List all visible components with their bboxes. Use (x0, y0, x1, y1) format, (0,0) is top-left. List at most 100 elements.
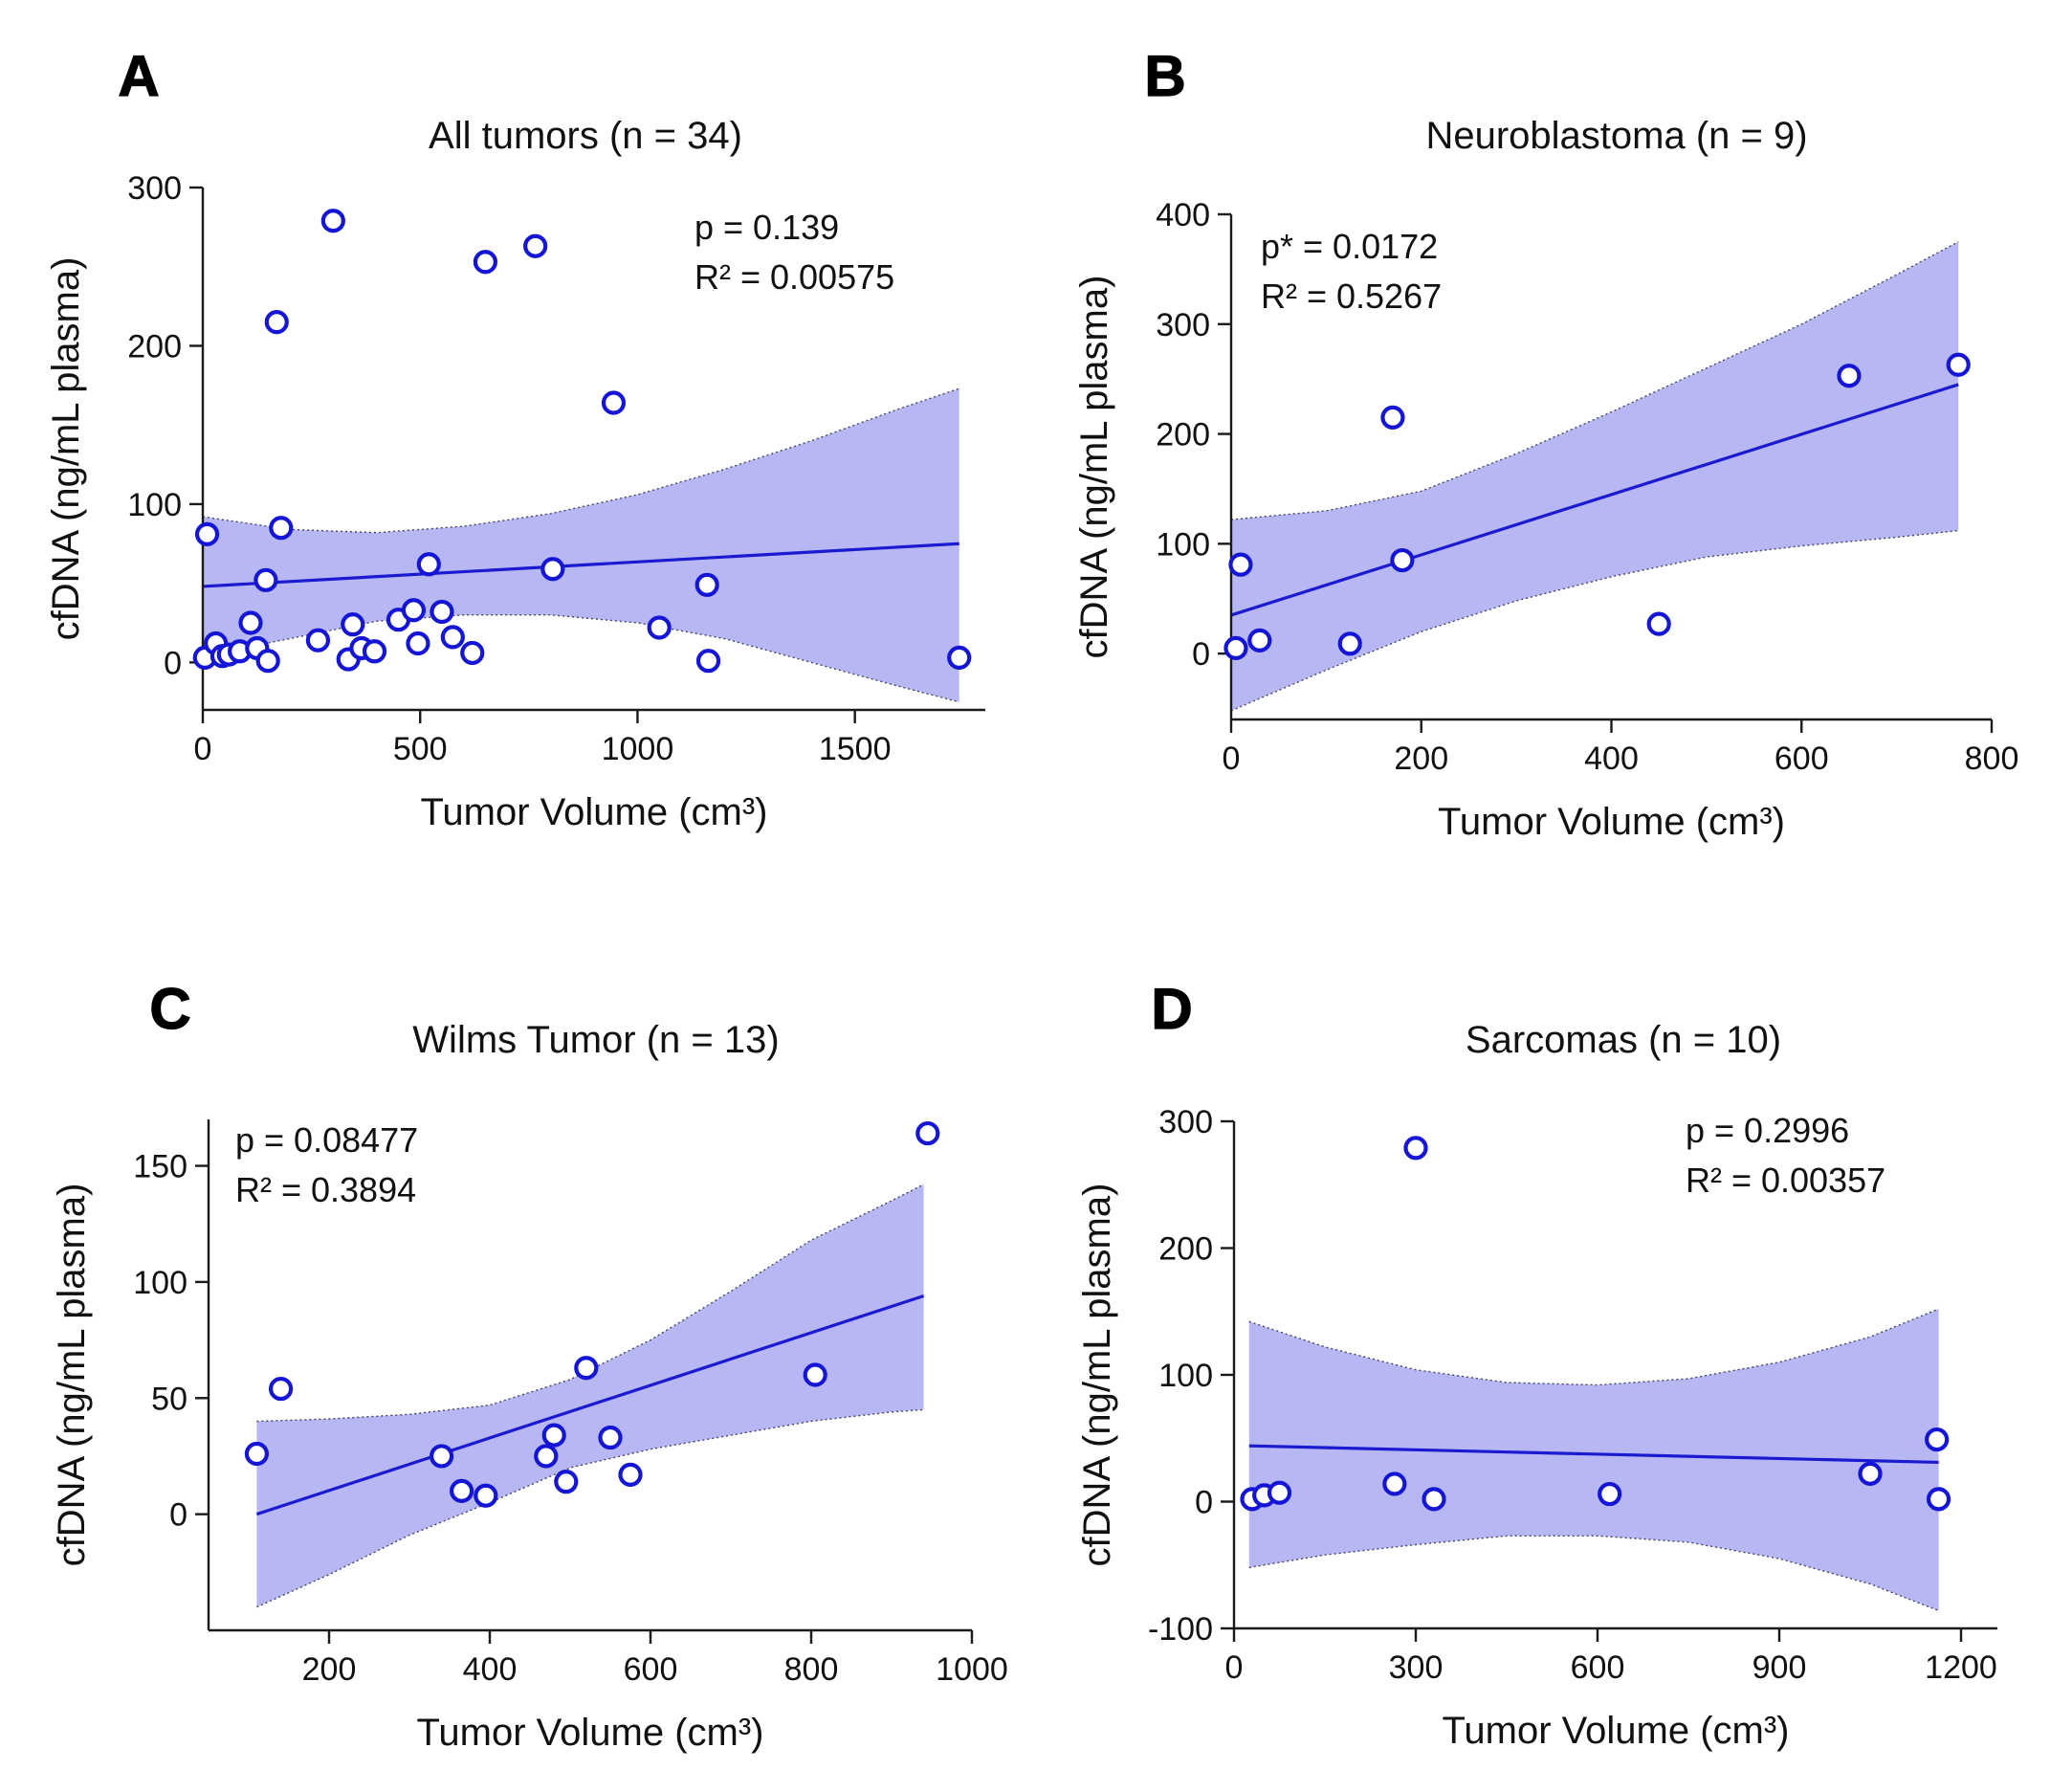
stat-annotation: R² = 0.5267 (1261, 277, 1442, 316)
y-tick-label: 100 (1156, 526, 1210, 563)
x-axis-label: Tumor Volume (cm³) (1438, 801, 1785, 843)
y-tick-label: 100 (127, 487, 182, 523)
panel-letter: D (1151, 977, 1192, 1041)
x-tick-label: 200 (1394, 741, 1448, 777)
y-axis-label: cfDNA (ng/mL plasma) (1076, 1184, 1118, 1567)
x-tick-label: 300 (1389, 1649, 1444, 1686)
data-point (1925, 1427, 1950, 1452)
panel-letter: C (149, 977, 190, 1041)
data-point (574, 1356, 599, 1381)
data-point (341, 612, 365, 637)
data-point (947, 645, 972, 671)
data-point (1422, 1487, 1446, 1512)
data-point (238, 610, 263, 635)
data-point (450, 1478, 474, 1503)
data-point (473, 250, 497, 275)
chart-title: Neuroblastoma (n = 9) (1425, 115, 1807, 157)
data-point (1403, 1136, 1428, 1161)
data-point (194, 521, 220, 546)
panel-a: A All tumors (n = 34) 0 100 200 300 0 500 1000 15… (45, 43, 985, 833)
y-axis-label: cfDNA (ng/mL plasma) (1073, 276, 1115, 659)
data-point (264, 310, 289, 335)
data-point (406, 631, 430, 656)
x-tick-label: 1200 (1925, 1649, 1997, 1686)
data-point (244, 1441, 269, 1467)
band-upper-edge (1230, 241, 1959, 520)
data-point (430, 599, 454, 625)
data-point (320, 209, 345, 233)
data-point (1390, 547, 1415, 573)
data-point (647, 615, 672, 640)
data-point (1646, 611, 1671, 636)
band-lower-edge (1230, 529, 1959, 712)
stat-annotation: p = 0.08477 (235, 1120, 418, 1160)
x-tick-label: 200 (302, 1651, 357, 1688)
chart-title: Sarcomas (n = 10) (1466, 1019, 1781, 1061)
x-tick-label: 600 (1571, 1649, 1625, 1686)
data-point (416, 552, 441, 577)
data-point (1926, 1487, 1951, 1512)
y-tick-label: 200 (1156, 417, 1210, 454)
x-tick-label: 0 (1223, 741, 1241, 777)
regression-line (202, 542, 959, 588)
y-tick-label: 50 (151, 1381, 187, 1417)
data-point (253, 567, 278, 592)
x-tick-label: 0 (1225, 1649, 1244, 1686)
x-tick-label: 400 (1584, 741, 1639, 777)
data-point (554, 1470, 579, 1494)
x-tick-label: 0 (194, 731, 212, 767)
y-tick-label: 200 (127, 328, 182, 365)
data-point (915, 1120, 940, 1146)
regression-line (1248, 1444, 1939, 1465)
stat-annotation: p* = 0.0172 (1261, 227, 1438, 266)
data-point (430, 1444, 454, 1469)
y-axis-label: cfDNA (ng/mL plasma) (45, 257, 87, 641)
data-point (305, 628, 331, 653)
stat-annotation: R² = 0.00357 (1686, 1161, 1885, 1200)
y-tick-label: 0 (164, 645, 182, 681)
data-point (1247, 628, 1272, 653)
x-tick-label: 1000 (936, 1651, 1008, 1688)
data-point (803, 1362, 827, 1387)
x-axis-label: Tumor Volume (cm³) (1442, 1710, 1789, 1752)
data-point (1228, 552, 1253, 577)
y-tick-label: 0 (169, 1497, 187, 1534)
data-point (540, 557, 565, 582)
y-tick-label: 400 (1156, 197, 1210, 233)
x-tick-label: 800 (1965, 741, 2019, 777)
panel-letter: B (1144, 44, 1185, 108)
y-tick-label: 150 (133, 1149, 187, 1185)
x-axis-label: Tumor Volume (cm³) (420, 791, 767, 833)
x-axis-label: Tumor Volume (cm³) (416, 1712, 763, 1754)
data-point (1946, 352, 1971, 377)
confidence-band (1231, 241, 1959, 711)
data-point (401, 598, 427, 623)
data-point (474, 1483, 498, 1508)
data-point (523, 233, 548, 258)
regression-line (255, 1294, 925, 1516)
data-point (695, 649, 721, 674)
data-point (694, 572, 719, 597)
x-tick-label: 1000 (602, 731, 674, 767)
band-upper-edge (1248, 1308, 1939, 1386)
y-tick-label: 100 (1158, 1358, 1213, 1394)
chart-title: Wilms Tumor (n = 13) (412, 1019, 779, 1061)
data-point (598, 1425, 623, 1450)
data-point (1223, 635, 1248, 660)
data-point (534, 1444, 559, 1469)
data-point (1858, 1461, 1883, 1486)
data-point (618, 1462, 643, 1487)
y-tick-label: 300 (127, 170, 182, 207)
data-point (1267, 1480, 1292, 1505)
band-lower-edge (1248, 1535, 1939, 1612)
x-tick-label: 1500 (819, 731, 892, 767)
y-axis-label: cfDNA (ng/mL plasma) (51, 1184, 93, 1567)
stat-annotation: p = 0.139 (694, 208, 839, 247)
confidence-band (256, 1184, 924, 1607)
data-point (440, 625, 465, 650)
regression-line (1230, 383, 1959, 617)
data-point (1337, 631, 1362, 656)
panel-letter: A (118, 44, 159, 108)
panel-b: B Neuroblastoma (n = 9) 0 100 200 300 400 0 200 4… (1073, 43, 2019, 843)
